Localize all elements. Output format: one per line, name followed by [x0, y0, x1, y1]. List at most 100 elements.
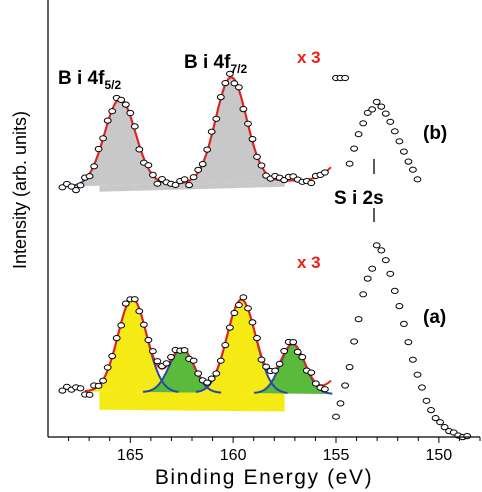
- data-point: [253, 335, 261, 342]
- data-point: [345, 364, 354, 371]
- si2s-annotation: S i 2s: [334, 188, 384, 209]
- x-tick-label: 150: [426, 447, 453, 464]
- data-point: [121, 300, 130, 307]
- data-point: [212, 115, 221, 122]
- data-point: [368, 106, 377, 113]
- data-point: [418, 384, 426, 391]
- data-point: [230, 80, 239, 87]
- background-band-1: [99, 391, 285, 412]
- data-point: [321, 169, 329, 176]
- data-point: [72, 187, 80, 194]
- data-point: [248, 319, 257, 326]
- data-point: [307, 179, 316, 187]
- x-ticks: 165 160 155 150: [68, 437, 481, 464]
- data-point: [368, 265, 377, 272]
- x-tick-label: 160: [220, 447, 247, 464]
- data-point: [395, 303, 404, 310]
- data-point: [377, 247, 386, 254]
- data-point: [390, 287, 399, 294]
- data-point: [436, 419, 445, 426]
- data-point: [130, 123, 139, 130]
- data-point: [431, 415, 440, 422]
- data-point: [194, 166, 203, 173]
- data-point: [85, 391, 94, 398]
- data-point: [230, 309, 239, 317]
- data-point: [117, 96, 126, 104]
- data-point: [189, 174, 198, 181]
- data-point: [386, 270, 395, 277]
- peak-label-bi4f52: B i 4f5/2: [58, 68, 121, 92]
- data-point: [400, 320, 408, 327]
- data-point: [76, 385, 85, 392]
- data-point: [422, 397, 431, 404]
- data-point: [171, 181, 180, 188]
- data-point: [298, 354, 307, 361]
- data-point: [221, 342, 230, 349]
- data-point: [130, 296, 139, 303]
- panel-label-b: (b): [423, 123, 447, 144]
- data-point: [427, 407, 435, 414]
- peak-label-bi4f72: B i 4f7/2: [184, 52, 247, 76]
- data-point: [153, 180, 162, 187]
- x-tick-label: 165: [117, 447, 144, 464]
- data-point: [135, 146, 144, 153]
- data-point: [244, 305, 252, 312]
- data-point: [381, 257, 390, 264]
- data-point: [359, 120, 368, 127]
- data-point: [390, 128, 399, 135]
- data-point: [271, 367, 280, 374]
- data-point: [321, 386, 329, 393]
- data-point: [162, 360, 171, 367]
- data-point: [216, 357, 225, 364]
- data-point: [257, 356, 266, 363]
- data-point: [121, 101, 130, 108]
- data-point: [372, 98, 381, 106]
- data-point: [108, 108, 117, 115]
- x-axis-label: Binding Energy (eV): [155, 466, 373, 489]
- data-point: [332, 413, 340, 420]
- data-point: [58, 387, 67, 394]
- data-point: [167, 354, 175, 361]
- data-point: [377, 103, 386, 110]
- data-point: [153, 358, 162, 365]
- data-point: [235, 301, 243, 309]
- data-point: [248, 136, 257, 143]
- data-point: [99, 377, 107, 384]
- data-point: [212, 370, 221, 377]
- data-point: [180, 347, 189, 354]
- data-point: [94, 382, 103, 389]
- data-point: [144, 162, 153, 169]
- data-point: [413, 176, 422, 183]
- data-point: [189, 357, 198, 364]
- data-point: [386, 118, 395, 125]
- data-point: [103, 364, 112, 371]
- data-point: [262, 363, 271, 370]
- data-point: [413, 371, 422, 378]
- data-point: [85, 173, 94, 180]
- data-point: [203, 146, 212, 153]
- multiplier-label-a: x 3: [297, 253, 321, 272]
- data-point: [244, 120, 252, 127]
- data-point: [117, 322, 126, 329]
- data-point: [253, 153, 261, 160]
- data-point: [144, 336, 153, 344]
- data-point: [226, 324, 234, 331]
- data-point: [463, 433, 472, 440]
- data-point: [235, 84, 243, 91]
- data-point: [350, 338, 359, 345]
- data-point: [354, 131, 363, 138]
- data-point: [257, 162, 266, 169]
- data-point: [94, 145, 103, 153]
- data-point: [404, 158, 413, 165]
- data-point: [239, 106, 248, 113]
- data-point: [140, 321, 148, 328]
- data-point: [194, 370, 203, 377]
- data-point: [363, 275, 372, 282]
- data-point: [350, 145, 359, 152]
- data-point: [280, 347, 289, 355]
- data-point: [185, 182, 194, 189]
- data-point: [400, 148, 408, 155]
- data-point: [381, 110, 390, 117]
- panel-label-a: (a): [423, 307, 446, 328]
